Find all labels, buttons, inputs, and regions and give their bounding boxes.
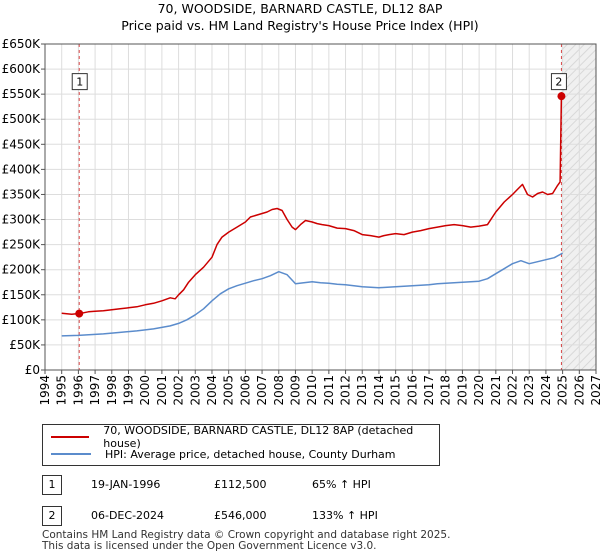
sale-price-2: £546,000 <box>214 509 267 522</box>
y-tick-label: £150K <box>2 288 42 302</box>
x-tick-label: 2021 <box>489 375 503 406</box>
series-line-hpi <box>61 252 563 337</box>
x-tick-label: 2012 <box>339 375 353 406</box>
x-tick-label: 2009 <box>288 375 302 406</box>
x-tick-label: 2000 <box>138 375 152 406</box>
footer-line-2: This data is licensed under the Open Gov… <box>42 540 377 552</box>
sale-price-1: £112,500 <box>214 478 267 491</box>
y-tick-label: £200K <box>2 263 42 277</box>
x-tick-label: 2019 <box>455 375 469 406</box>
sale-marker-label: 2 <box>555 76 562 89</box>
plot-frame <box>44 43 597 371</box>
x-tick-label: 2004 <box>205 375 219 406</box>
x-tick-label: 2025 <box>556 375 570 406</box>
x-tick-label: 2020 <box>472 375 486 406</box>
sale-marker-box <box>71 73 88 91</box>
sale-hpi-1: 65% ↑ HPI <box>312 478 371 491</box>
legend-label-hpi: HPI: Average price, detached house, Coun… <box>105 447 396 461</box>
x-tick-label: 2011 <box>322 375 336 406</box>
sale-badge-2: 2 <box>42 506 62 526</box>
x-tick-label: 2007 <box>255 375 269 406</box>
chart-subtitle: Price paid vs. HM Land Registry's House … <box>121 18 479 33</box>
sale-date-1: 19-JAN-1996 <box>91 478 161 491</box>
x-tick-label: 2022 <box>506 375 520 406</box>
sale-date-2: 06-DEC-2024 <box>91 509 165 522</box>
y-tick-label: £250K <box>2 238 42 252</box>
chart-legend: 70, WOODSIDE, BARNARD CASTLE, DL12 8AP (… <box>42 424 440 466</box>
legend-swatch-hpi <box>51 453 91 455</box>
sale-row-2: 2 06-DEC-2024 £546,000 133% ↑ HPI <box>42 506 442 526</box>
sale-row-1: 1 19-JAN-1996 £112,500 65% ↑ HPI <box>42 475 442 495</box>
y-tick-label: £600K <box>2 62 42 76</box>
x-tick-label: 1998 <box>105 375 119 406</box>
y-tick-label: £0 <box>25 363 40 377</box>
footer-note: Contains HM Land Registry data © Crown c… <box>42 530 450 552</box>
y-tick-label: £500K <box>2 112 42 126</box>
sale-marker-label: 1 <box>76 76 83 89</box>
sale-date-lines <box>78 44 562 370</box>
x-tick-label: 2016 <box>405 375 419 406</box>
chart-gridlines <box>44 43 597 371</box>
x-tick-label: 2026 <box>572 375 586 406</box>
legend-label-property: 70, WOODSIDE, BARNARD CASTLE, DL12 8AP (… <box>103 424 414 450</box>
x-tick-label: 2008 <box>272 375 286 406</box>
x-tick-label: 2024 <box>539 375 553 406</box>
x-tick-label: 2027 <box>589 375 600 406</box>
x-tick-label: 2010 <box>305 375 319 406</box>
x-tick-label: 1996 <box>71 375 85 406</box>
chart-series <box>61 96 563 337</box>
y-tick-label: £100K <box>2 313 42 327</box>
x-tick-label: 2001 <box>155 375 169 406</box>
x-tick-label: 1999 <box>121 375 135 406</box>
legend-swatch-property <box>51 436 90 438</box>
x-tick-label: 2013 <box>355 375 369 406</box>
legend-item-property: 70, WOODSIDE, BARNARD CASTLE, DL12 8AP (… <box>51 424 439 450</box>
x-tick-label: 2002 <box>172 375 186 406</box>
sale-point <box>557 92 566 101</box>
x-tick-label: 1994 <box>38 375 52 406</box>
x-tick-label: 1995 <box>55 375 69 406</box>
y-tick-label: £650K <box>2 37 42 51</box>
y-tick-label: £450K <box>2 137 42 151</box>
sale-hpi-2: 133% ↑ HPI <box>312 509 378 522</box>
chart-title: 70, WOODSIDE, BARNARD CASTLE, DL12 8AP <box>157 1 443 16</box>
x-tick-label: 2005 <box>222 375 236 406</box>
sale-badge-1: 1 <box>42 475 62 495</box>
future-hatch-rect <box>561 44 596 370</box>
x-tick-label: 2006 <box>238 375 252 406</box>
sale-point <box>75 309 84 318</box>
y-tick-label: £50K <box>9 338 41 352</box>
x-tick-label: 2023 <box>522 375 536 406</box>
footer-line-1: Contains HM Land Registry data © Crown c… <box>42 529 451 541</box>
y-tick-label: £400K <box>2 162 42 176</box>
future-hatch-area <box>561 44 596 370</box>
x-tick-label: 2003 <box>188 375 202 406</box>
y-tick-label: £300K <box>2 213 42 227</box>
x-tick-label: 2015 <box>389 375 403 406</box>
sale-marker-box <box>550 73 567 91</box>
legend-item-hpi: HPI: Average price, detached house, Coun… <box>51 446 396 462</box>
x-tick-label: 2014 <box>372 375 386 406</box>
chart-axes: £0 £50K £100K £150K £200K £250K £300K £350K £400… <box>2 37 600 406</box>
y-tick-label: £550K <box>2 87 42 101</box>
y-tick-label: £350K <box>2 187 42 201</box>
x-tick-label: 1997 <box>88 375 102 406</box>
x-tick-label: 2017 <box>422 375 436 406</box>
x-tick-label: 2018 <box>439 375 453 406</box>
series-line-property <box>61 96 563 316</box>
